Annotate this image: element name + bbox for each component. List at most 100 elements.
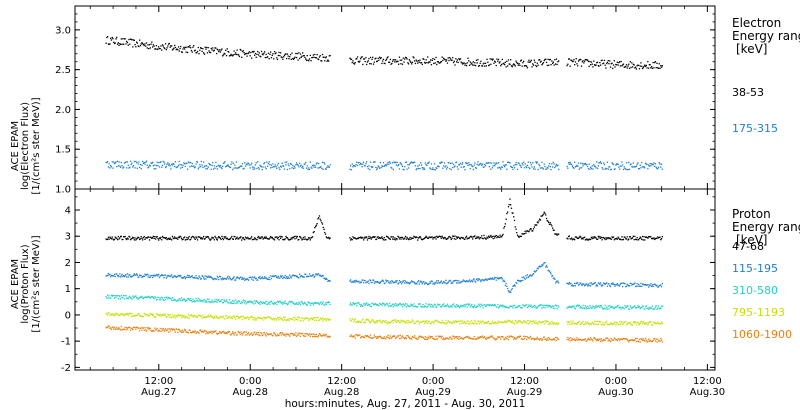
- data-point: [532, 320, 535, 322]
- data-point: [210, 238, 212, 240]
- data-point: [623, 236, 625, 238]
- data-point: [108, 295, 110, 297]
- data-point: [466, 320, 468, 322]
- data-point: [381, 165, 383, 167]
- data-point: [137, 327, 139, 329]
- data-point: [595, 64, 597, 66]
- data-point: [459, 336, 461, 338]
- data-point: [517, 320, 519, 322]
- data-point: [648, 64, 650, 66]
- data-point: [283, 319, 286, 321]
- data-point: [382, 302, 384, 304]
- data-point: [320, 301, 322, 303]
- data-point: [587, 168, 590, 170]
- data-point: [151, 237, 153, 239]
- data-point: [566, 339, 568, 341]
- data-point: [420, 321, 422, 323]
- data-point: [633, 239, 635, 241]
- data-point: [283, 239, 286, 241]
- data-point: [404, 303, 407, 305]
- data-point: [394, 237, 396, 239]
- data-point: [648, 236, 650, 238]
- data-point: [260, 301, 263, 304]
- data-point: [324, 302, 327, 304]
- data-point: [247, 52, 249, 55]
- data-point: [618, 307, 620, 309]
- data-point: [465, 280, 468, 282]
- data-point: [465, 235, 468, 237]
- data-point: [527, 276, 529, 278]
- data-point: [130, 238, 132, 240]
- data-point: [403, 238, 405, 240]
- data-point: [144, 273, 146, 275]
- data-point: [164, 330, 166, 332]
- data-point: [611, 162, 613, 164]
- data-point: [388, 336, 390, 339]
- data-point: [235, 167, 237, 169]
- data-point: [251, 239, 254, 241]
- data-point: [353, 336, 355, 338]
- data-point: [600, 323, 602, 326]
- data-point: [529, 61, 532, 63]
- data-point: [424, 336, 426, 338]
- data-point: [157, 237, 159, 240]
- data-point: [254, 276, 256, 278]
- data-point: [195, 236, 197, 238]
- data-point: [280, 318, 282, 320]
- data-point: [531, 322, 533, 325]
- data-point: [417, 60, 420, 62]
- data-point: [566, 282, 568, 284]
- data-point: [247, 316, 249, 318]
- data-point: [244, 53, 246, 56]
- data-point: [171, 274, 173, 276]
- data-point: [426, 336, 428, 339]
- data-point: [497, 277, 499, 280]
- data-point: [661, 305, 663, 307]
- data-point: [507, 288, 509, 290]
- data-point: [465, 336, 468, 338]
- data-point: [568, 281, 570, 284]
- data-point: [177, 314, 180, 316]
- data-point: [536, 269, 538, 271]
- data-point: [643, 308, 645, 310]
- data-point: [278, 319, 280, 321]
- data-point: [314, 319, 316, 321]
- data-point: [609, 285, 611, 287]
- data-point: [611, 323, 613, 325]
- data-point: [329, 303, 331, 306]
- data-point: [228, 238, 230, 241]
- data-point: [580, 321, 583, 324]
- data-point: [203, 52, 205, 54]
- data-point: [430, 336, 433, 338]
- data-point: [500, 65, 502, 67]
- data-point: [174, 237, 177, 239]
- data-point: [407, 164, 409, 166]
- data-point: [570, 282, 572, 285]
- data-point: [395, 239, 397, 241]
- data-point: [472, 338, 474, 340]
- data-point: [150, 329, 152, 331]
- data-point: [625, 65, 627, 68]
- data-point: [218, 298, 220, 301]
- data-point: [577, 321, 580, 324]
- data-point: [203, 161, 205, 163]
- data-point: [659, 67, 661, 69]
- data-point: [454, 320, 456, 323]
- data-point: [302, 320, 305, 322]
- data-point: [483, 337, 485, 339]
- data-point: [271, 275, 273, 278]
- data-point: [602, 340, 604, 342]
- data-point: [203, 316, 205, 318]
- data-point: [441, 161, 443, 163]
- data-point: [227, 302, 229, 304]
- data-point: [205, 316, 207, 318]
- data-point: [301, 55, 303, 57]
- data-point: [603, 324, 606, 326]
- data-point: [522, 279, 524, 281]
- data-point: [504, 61, 506, 63]
- data-point: [248, 331, 250, 334]
- data-point: [378, 281, 380, 283]
- data-point: [369, 321, 372, 324]
- data-point: [536, 161, 538, 163]
- data-point: [452, 322, 454, 324]
